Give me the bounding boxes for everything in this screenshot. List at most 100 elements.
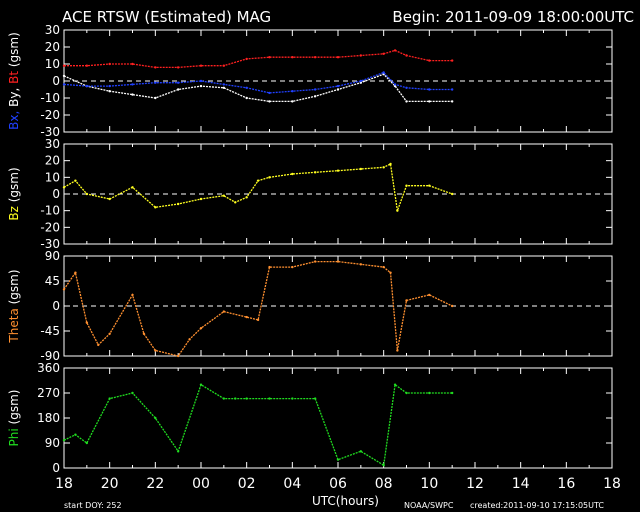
panel-2: 90 45 0 -45 -90 Theta (gsm) — [7, 249, 613, 363]
y-axis-label-part: Phi — [7, 428, 21, 446]
y-tick-label: -20 — [40, 108, 60, 122]
point-bt — [176, 66, 180, 69]
y-axis-label-part: (gsm) — [7, 269, 21, 308]
x-tick-label: 00 — [192, 476, 210, 492]
y-tick-label: -45 — [40, 324, 60, 338]
series-phi — [63, 383, 453, 467]
point-theta — [108, 332, 111, 335]
point-by — [428, 100, 431, 103]
point-phi — [336, 458, 340, 461]
point-bx — [268, 91, 271, 95]
y-tick-label: 10 — [45, 170, 60, 184]
point-bx — [222, 83, 226, 86]
point-by — [313, 95, 317, 98]
point-bx — [382, 71, 385, 74]
point-bz — [245, 196, 248, 199]
point-theta — [396, 349, 399, 352]
y-axis-label: Bx, By, Bt (gsm) — [7, 32, 21, 130]
point-phi — [382, 464, 385, 467]
point-theta — [176, 354, 180, 358]
point-bt — [291, 56, 294, 59]
x-tick-label: 04 — [283, 476, 301, 492]
point-bt — [268, 56, 271, 59]
point-by — [405, 100, 408, 103]
point-bt — [382, 52, 385, 55]
point-phi — [234, 397, 237, 400]
point-bz — [234, 201, 237, 204]
y-tick-label: 30 — [45, 137, 60, 151]
y-axis-label-part: Bz — [7, 206, 21, 221]
point-bx — [131, 83, 134, 86]
panels: 30 20 10 0 -10 -20 -30 Bx, By, Bt (gsm) 30 20 10 0 -… — [7, 23, 613, 475]
point-bx — [85, 84, 89, 88]
y-tick-label: 360 — [37, 361, 60, 375]
y-tick-label: -10 — [40, 204, 60, 218]
point-bz — [131, 186, 134, 189]
x-tick-label: 22 — [146, 476, 164, 492]
point-bx — [154, 81, 157, 84]
point-by — [154, 96, 157, 100]
point-bt — [428, 59, 431, 62]
point-bz — [199, 197, 203, 201]
y-tick-label: 20 — [45, 154, 60, 168]
y-axis-label-part: Bx, — [7, 111, 21, 130]
point-phi — [199, 383, 203, 386]
panel-0: 30 20 10 0 -10 -20 -30 Bx, By, Bt (gsm) — [7, 23, 613, 139]
point-bt — [245, 57, 248, 61]
point-by — [199, 84, 203, 88]
point-theta — [74, 271, 77, 274]
y-tick-label: 180 — [37, 411, 60, 425]
point-bz — [256, 179, 260, 182]
point-bt — [336, 56, 340, 59]
y-tick-label: 0 — [52, 74, 60, 88]
point-by — [359, 81, 363, 84]
point-bt — [85, 64, 89, 67]
point-theta — [389, 271, 392, 274]
point-bz — [382, 166, 385, 169]
point-bt — [393, 49, 397, 52]
point-bx — [336, 84, 340, 88]
point-theta — [222, 310, 226, 313]
point-bz — [85, 192, 89, 196]
x-tick-label: 06 — [329, 476, 347, 492]
point-bz — [62, 186, 66, 189]
point-theta — [154, 349, 157, 352]
y-tick-label: 0 — [52, 187, 60, 201]
point-bz — [336, 169, 340, 172]
point-theta — [268, 265, 271, 269]
y-tick-label: 0 — [52, 461, 60, 475]
point-theta — [85, 321, 89, 324]
y-tick-label: -30 — [40, 125, 60, 139]
point-bx — [62, 83, 66, 86]
y-tick-label: 45 — [45, 274, 60, 288]
y-tick-label: -20 — [40, 220, 60, 234]
point-bz — [389, 162, 392, 166]
source-label: NOAA/SWPC — [404, 501, 454, 510]
y-tick-label: -90 — [40, 349, 60, 363]
point-bz — [450, 192, 454, 196]
point-by — [222, 86, 226, 90]
point-phi — [108, 397, 111, 400]
y-tick-label: 0 — [52, 299, 60, 313]
point-theta — [336, 260, 340, 263]
y-tick-label: 10 — [45, 57, 60, 71]
point-bx — [245, 86, 248, 90]
start-doy: start DOY: 252 — [64, 501, 122, 510]
point-theta — [450, 304, 454, 308]
y-axis-label: Theta (gsm) — [7, 269, 21, 343]
point-bz — [291, 172, 294, 176]
point-bx — [176, 81, 180, 84]
point-theta — [131, 293, 134, 297]
created-time: created:2011-09-10 17:15:05UTC — [470, 501, 604, 510]
point-phi — [154, 416, 157, 420]
point-by — [108, 90, 111, 93]
y-axis-label: Bz (gsm) — [7, 167, 21, 220]
point-theta — [188, 338, 191, 341]
x-tick-label: 18 — [55, 476, 73, 492]
point-theta — [313, 260, 317, 263]
point-phi — [359, 450, 363, 453]
y-axis-label-part: (gsm) — [7, 32, 21, 71]
point-by — [393, 84, 397, 88]
point-phi — [268, 397, 271, 400]
point-theta — [291, 265, 294, 269]
